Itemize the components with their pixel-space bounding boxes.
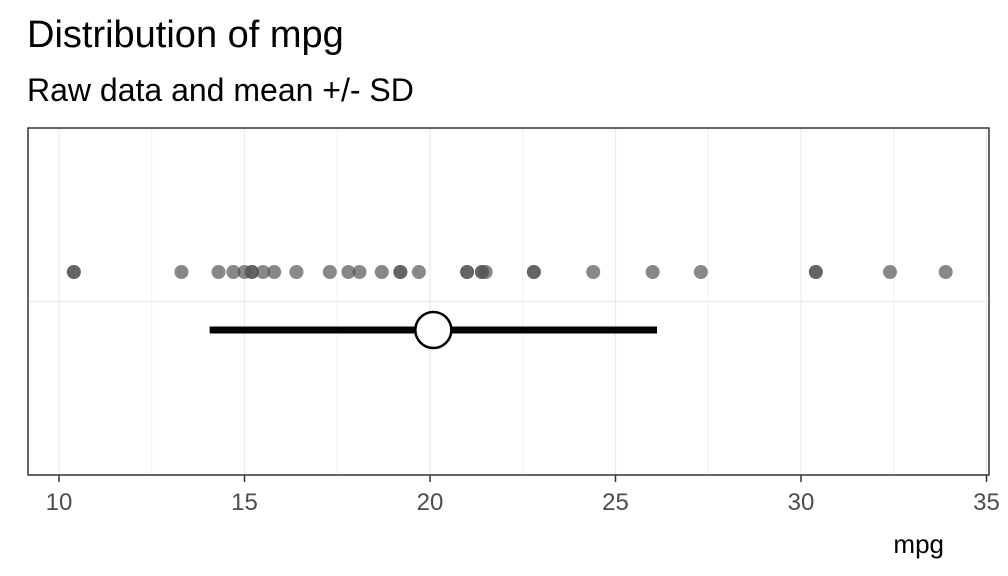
x-axis: 10 15 20 25 30 35 xyxy=(46,475,1000,516)
chart-title: Distribution of mpg xyxy=(27,14,344,56)
data-point xyxy=(374,265,389,279)
data-point xyxy=(460,265,475,279)
x-tick-label: 15 xyxy=(231,489,258,516)
data-point xyxy=(393,265,408,279)
mean-sd-summary xyxy=(209,310,658,350)
grid-lines xyxy=(28,128,989,475)
data-point xyxy=(693,265,708,279)
mean-point xyxy=(414,310,453,350)
x-tick-label: 10 xyxy=(46,489,73,516)
data-point xyxy=(322,265,337,279)
chart-subtitle: Raw data and mean +/- SD xyxy=(27,72,414,108)
data-point xyxy=(586,265,601,279)
data-point xyxy=(474,265,489,279)
data-point xyxy=(256,265,271,279)
data-point xyxy=(645,265,660,279)
data-point xyxy=(341,265,356,279)
data-point xyxy=(174,265,189,279)
data-point xyxy=(411,265,426,279)
x-tick-label: 30 xyxy=(788,489,815,516)
data-point xyxy=(66,265,81,279)
data-point xyxy=(808,265,823,279)
data-point xyxy=(226,265,241,279)
data-point xyxy=(289,265,304,279)
data-point xyxy=(883,265,898,279)
x-tick-label: 35 xyxy=(973,489,1000,516)
x-axis-title: mpg xyxy=(893,529,944,559)
x-tick-label: 20 xyxy=(417,489,444,516)
data-point xyxy=(211,265,226,279)
data-point xyxy=(267,265,282,279)
x-tick-label: 25 xyxy=(602,489,629,516)
raw-points xyxy=(66,265,953,279)
panel-border xyxy=(27,127,990,476)
data-point xyxy=(237,265,252,279)
data-point xyxy=(352,265,367,279)
data-point xyxy=(938,265,953,279)
data-point xyxy=(526,265,541,279)
